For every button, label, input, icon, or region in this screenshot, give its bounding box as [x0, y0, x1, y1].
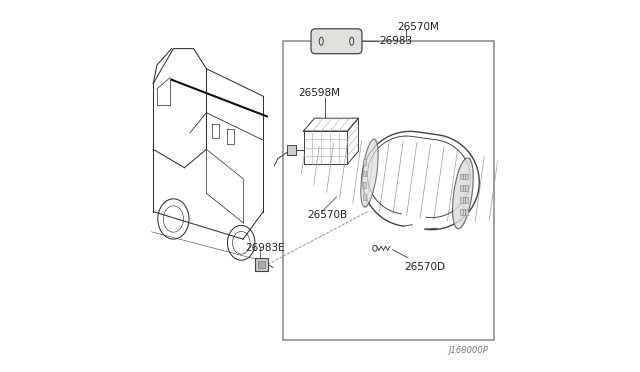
- FancyBboxPatch shape: [255, 258, 268, 271]
- FancyBboxPatch shape: [465, 174, 468, 179]
- Text: 26570D: 26570D: [392, 250, 445, 272]
- FancyBboxPatch shape: [259, 261, 265, 268]
- FancyBboxPatch shape: [465, 197, 468, 203]
- FancyBboxPatch shape: [364, 182, 366, 188]
- FancyBboxPatch shape: [364, 159, 366, 165]
- FancyBboxPatch shape: [463, 174, 465, 179]
- FancyBboxPatch shape: [465, 185, 468, 191]
- FancyBboxPatch shape: [463, 197, 465, 203]
- FancyBboxPatch shape: [463, 185, 465, 191]
- FancyBboxPatch shape: [465, 209, 468, 215]
- Text: 26983: 26983: [380, 36, 413, 46]
- Bar: [284, 41, 494, 340]
- FancyBboxPatch shape: [287, 145, 296, 155]
- FancyBboxPatch shape: [460, 174, 463, 179]
- Ellipse shape: [452, 158, 473, 229]
- Ellipse shape: [361, 139, 378, 207]
- Text: 26570B: 26570B: [307, 210, 348, 220]
- FancyBboxPatch shape: [311, 29, 362, 54]
- Text: J168000P: J168000P: [448, 346, 488, 355]
- Text: 26983E: 26983E: [245, 243, 285, 253]
- Text: 26598M: 26598M: [298, 87, 340, 97]
- Text: 26570M: 26570M: [397, 22, 439, 32]
- FancyBboxPatch shape: [460, 185, 463, 191]
- FancyBboxPatch shape: [364, 171, 366, 176]
- FancyBboxPatch shape: [364, 194, 366, 200]
- FancyBboxPatch shape: [460, 197, 463, 203]
- FancyBboxPatch shape: [460, 209, 463, 215]
- FancyBboxPatch shape: [463, 209, 465, 215]
